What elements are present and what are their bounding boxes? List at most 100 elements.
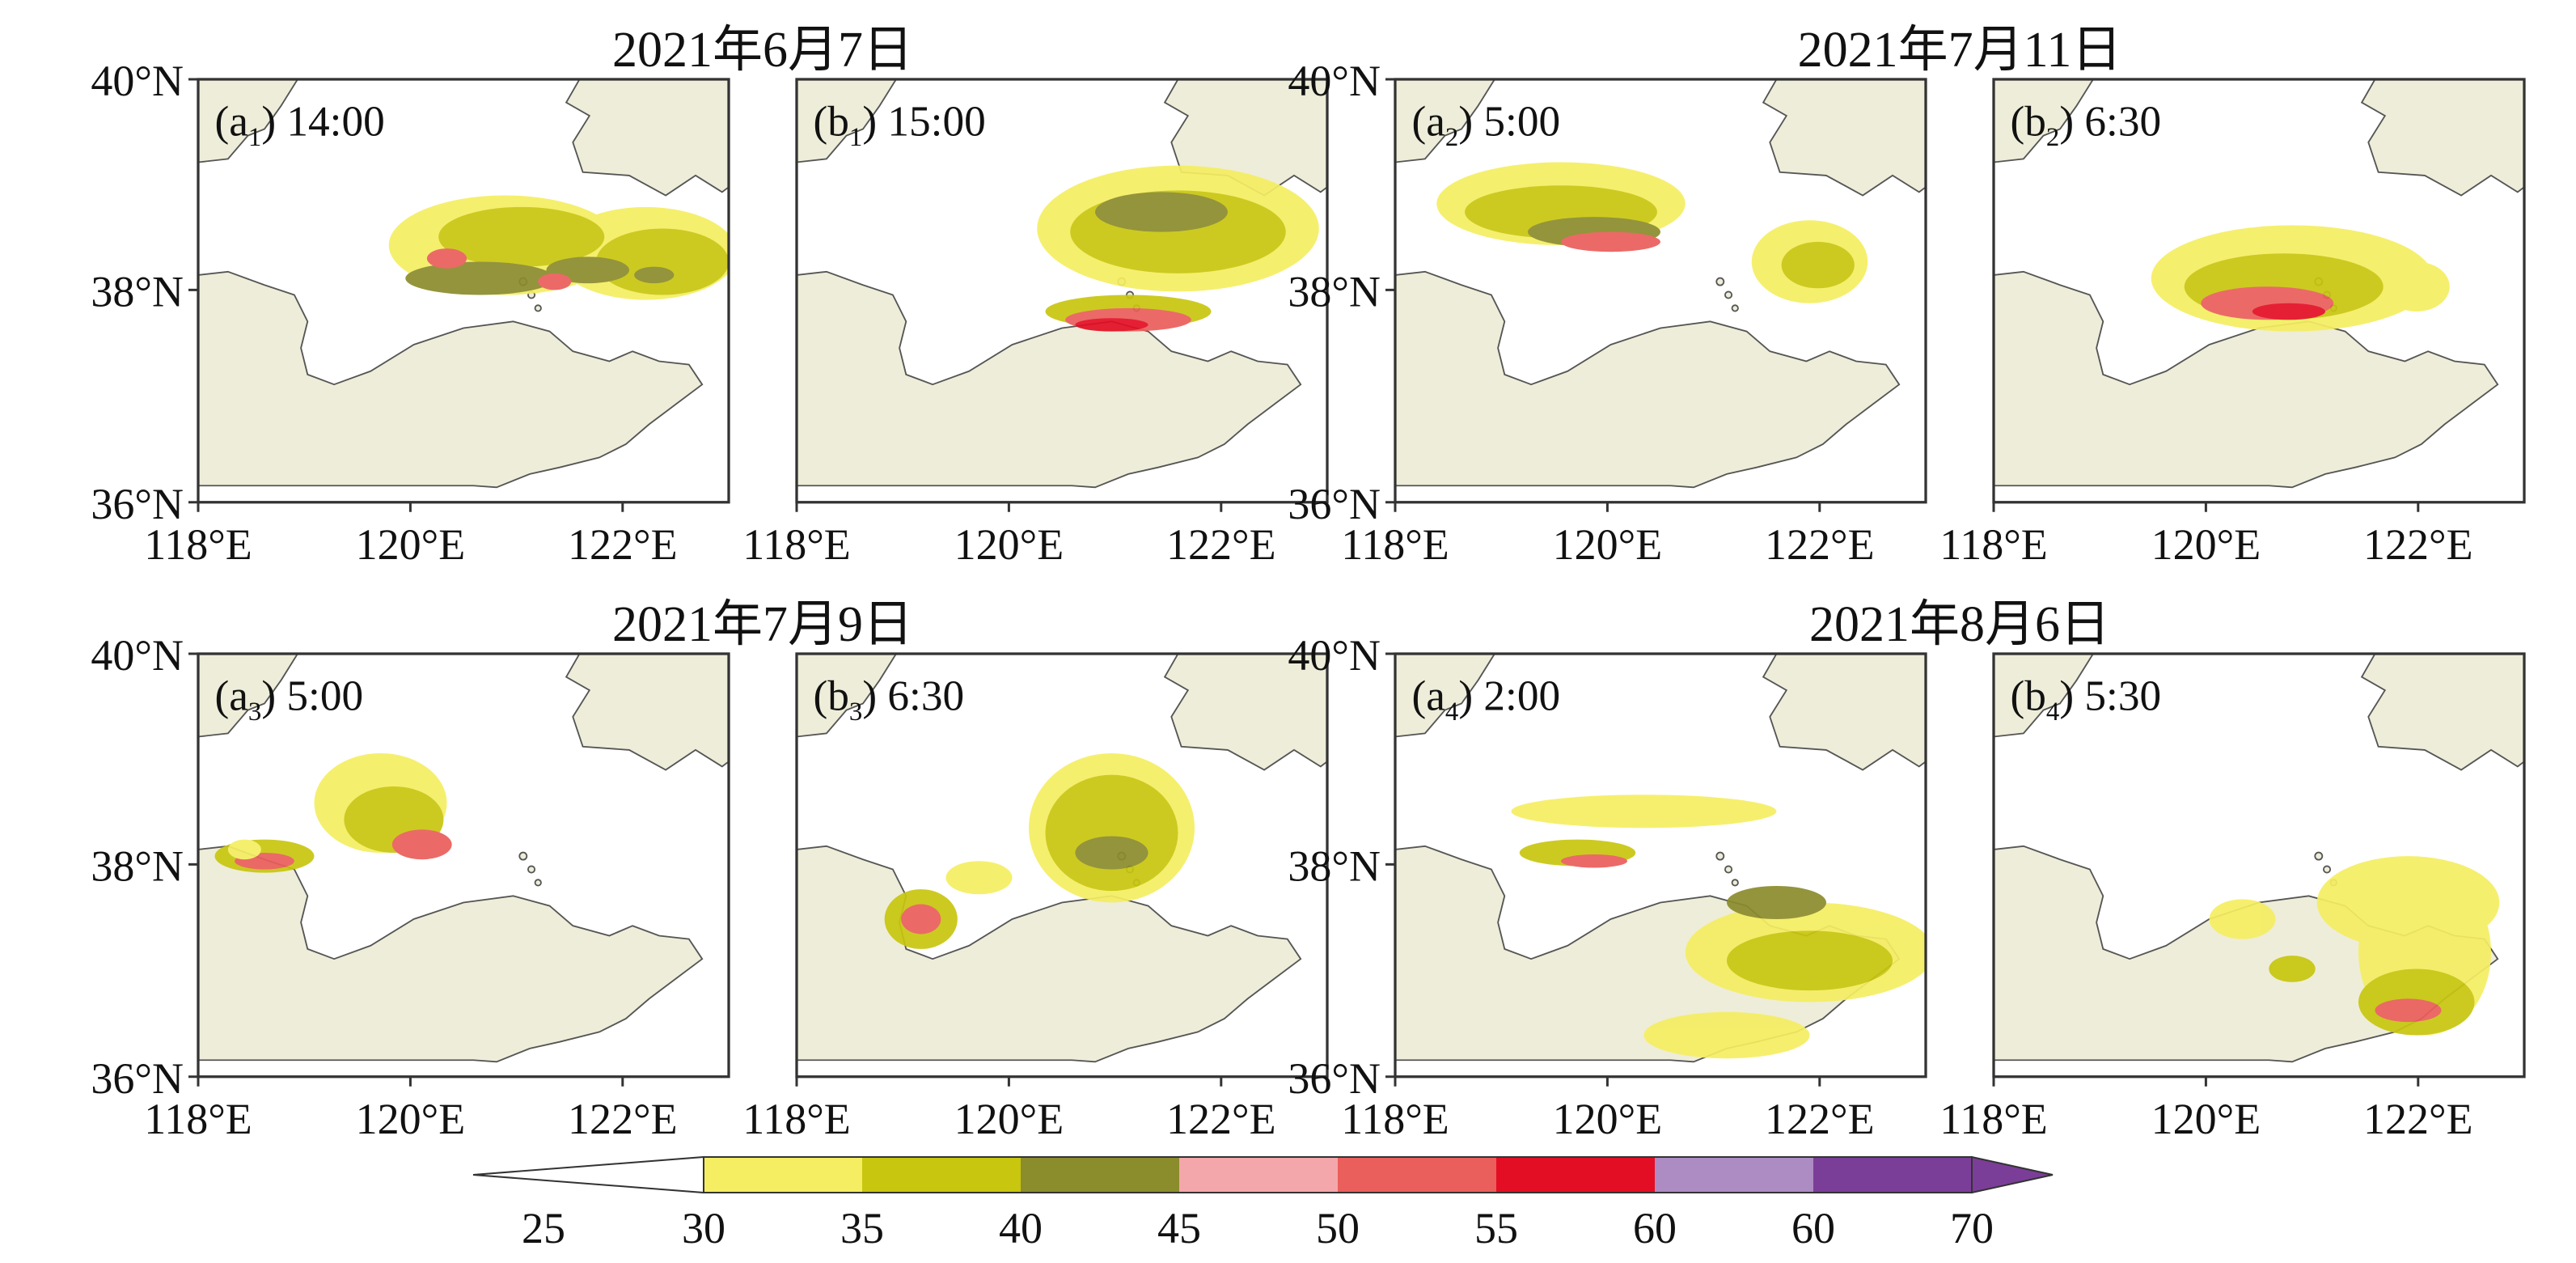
echo-cell bbox=[595, 228, 729, 295]
panel-label: (a2) 5:00 bbox=[1412, 98, 1561, 152]
colorbar-label: 50 bbox=[1316, 1204, 1360, 1252]
lat-label: 40°N bbox=[1288, 57, 1381, 105]
colorbar-label: 60 bbox=[1791, 1204, 1835, 1252]
colorbar-label: 55 bbox=[1474, 1204, 1518, 1252]
reflectivity-echo bbox=[214, 753, 452, 873]
panel-frame bbox=[1992, 652, 2526, 1079]
reflectivity-echo bbox=[1511, 795, 1926, 1059]
colorbar-swatch bbox=[1179, 1157, 1338, 1193]
lon-label: 122°E bbox=[568, 1095, 678, 1143]
panel-label: (a4) 2:00 bbox=[1412, 672, 1561, 727]
lat-label: 36°N bbox=[1288, 1054, 1381, 1103]
reflectivity-echo bbox=[2151, 225, 2450, 332]
map-panel: (b3) 6:30 bbox=[795, 652, 1329, 1079]
lon-label: 118°E bbox=[144, 1095, 252, 1143]
echo-cell bbox=[2269, 956, 2316, 982]
echo-cell bbox=[1781, 241, 1855, 289]
reflectivity-echo bbox=[884, 753, 1195, 949]
map-panel: (a4) 2:00 bbox=[1394, 652, 1927, 1079]
colorbar: 25 30 35 40 45 50 55 60 60 70 bbox=[472, 1155, 2054, 1252]
echo-cell bbox=[634, 266, 675, 284]
lon-label: 120°E bbox=[356, 1095, 466, 1143]
echo-cell bbox=[227, 839, 261, 860]
panel-label: (b4) 5:30 bbox=[2011, 672, 2162, 727]
panel-label: (a3) 5:00 bbox=[215, 672, 364, 727]
colorbar-low-arrow bbox=[472, 1155, 704, 1194]
echo-cell bbox=[538, 273, 572, 290]
echo-cell bbox=[1727, 886, 1826, 919]
echo-cell bbox=[2209, 899, 2276, 939]
lon-label: 118°E bbox=[144, 520, 252, 569]
panel-label: (a1) 14:00 bbox=[215, 98, 385, 152]
echo-cell bbox=[426, 248, 467, 269]
panel-frame bbox=[795, 652, 1329, 1079]
colorbar-label: 45 bbox=[1157, 1204, 1201, 1252]
date-title: 2021年7月9日 bbox=[612, 597, 913, 652]
echo-cell bbox=[1075, 318, 1148, 332]
echo-cell bbox=[2383, 261, 2450, 312]
colorbar-swatch bbox=[1813, 1157, 1972, 1193]
reflectivity-echo bbox=[388, 195, 729, 300]
lat-label: 38°N bbox=[91, 841, 184, 890]
echo-cell bbox=[901, 904, 941, 935]
lat-label: 36°N bbox=[91, 1054, 184, 1103]
map-panel: (a2) 5:00 bbox=[1394, 78, 1927, 504]
lat-label: 36°N bbox=[91, 480, 184, 528]
lat-label: 40°N bbox=[91, 631, 184, 680]
colorbar-swatch bbox=[862, 1157, 1021, 1193]
reflectivity-echo bbox=[2209, 856, 2500, 1036]
lon-label: 120°E bbox=[1553, 1095, 1663, 1143]
reflectivity-echo bbox=[1436, 162, 1868, 303]
lon-label: 122°E bbox=[1765, 1095, 1875, 1143]
echo-cell bbox=[2375, 998, 2442, 1023]
panel-label: (b2) 6:30 bbox=[2011, 98, 2162, 152]
map-panel: (a3) 5:00 bbox=[197, 652, 730, 1079]
lon-label: 118°E bbox=[1939, 520, 2048, 569]
lon-label: 118°E bbox=[1341, 520, 1449, 569]
lon-label: 120°E bbox=[2151, 520, 2261, 569]
echo-cell bbox=[2252, 303, 2325, 320]
echo-cell bbox=[1727, 930, 1893, 991]
colorbar-swatch bbox=[1496, 1157, 1655, 1193]
echo-cell bbox=[1561, 231, 1660, 252]
lon-label: 118°E bbox=[1939, 1095, 2048, 1143]
echo-cell bbox=[1511, 795, 1777, 829]
colorbar-label: 35 bbox=[840, 1204, 884, 1252]
map-panel: (a1) 14:00 bbox=[197, 78, 730, 504]
lat-label: 38°N bbox=[1288, 267, 1381, 316]
date-title: 2021年8月6日 bbox=[1809, 597, 2110, 652]
lat-label: 40°N bbox=[91, 57, 184, 105]
colorbar-high-arrow bbox=[1971, 1155, 2054, 1194]
lat-label: 36°N bbox=[1288, 480, 1381, 528]
lon-label: 122°E bbox=[1166, 1095, 1276, 1143]
echo-cell bbox=[1643, 1011, 1810, 1059]
lat-label: 40°N bbox=[1288, 631, 1381, 680]
lat-label: 38°N bbox=[91, 267, 184, 316]
date-title: 2021年7月11日 bbox=[1798, 23, 2122, 78]
colorbar-swatch bbox=[1338, 1157, 1496, 1193]
lon-label: 120°E bbox=[954, 1095, 1064, 1143]
map-panel: (b4) 5:30 bbox=[1992, 652, 2526, 1079]
echo-cell bbox=[438, 206, 605, 267]
colorbar-label: 60 bbox=[1633, 1204, 1677, 1252]
lon-label: 122°E bbox=[2363, 1095, 2473, 1143]
map-panel: (b2) 6:30 bbox=[1992, 78, 2526, 504]
colorbar-label: 30 bbox=[682, 1204, 725, 1252]
panel-frame bbox=[1992, 78, 2526, 504]
colorbar-label: 40 bbox=[999, 1204, 1043, 1252]
echo-cell bbox=[1095, 192, 1228, 232]
colorbar-label: 25 bbox=[522, 1204, 565, 1252]
lon-label: 118°E bbox=[1341, 1095, 1449, 1143]
lat-label: 38°N bbox=[1288, 841, 1381, 890]
date-title: 2021年6月7日 bbox=[612, 23, 913, 78]
echo-cell bbox=[1075, 836, 1148, 870]
echo-cell bbox=[405, 261, 555, 295]
reflectivity-echo bbox=[1037, 165, 1319, 332]
map-panel: (b1) 15:00 bbox=[795, 78, 1329, 504]
panel-label: (b3) 6:30 bbox=[814, 672, 965, 727]
colorbar-swatch bbox=[704, 1157, 862, 1193]
colorbar-swatch bbox=[1655, 1157, 1813, 1193]
panel-label: (b1) 15:00 bbox=[814, 98, 986, 152]
lon-label: 118°E bbox=[742, 1095, 851, 1143]
